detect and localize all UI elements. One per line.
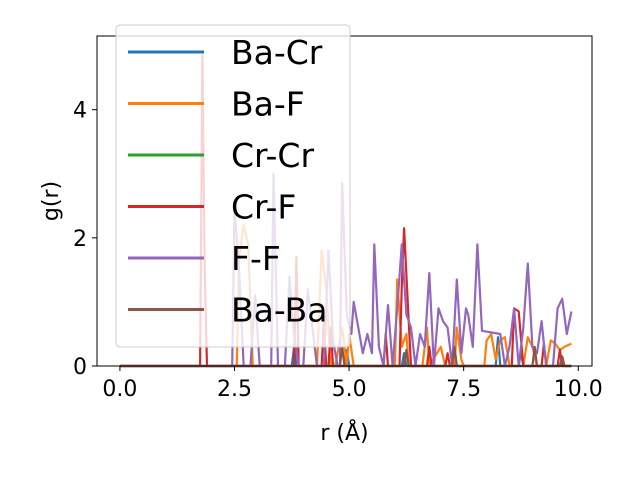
legend-frame xyxy=(115,24,351,348)
legend-label-ba-ba: Ba-Ba xyxy=(231,291,327,330)
legend-label-cr-f: Cr-F xyxy=(231,188,296,227)
legend-label-cr-cr: Cr-Cr xyxy=(231,136,314,175)
ticks-layer: 0.0 2.5 5.0 7.5 10.0 0 2 4 xyxy=(73,99,603,402)
x-tick-label: 5.0 xyxy=(332,377,367,402)
x-axis-label: r (Å) xyxy=(320,419,368,446)
x-tick-label: 10.0 xyxy=(554,377,603,402)
x-tick-label: 7.5 xyxy=(446,377,481,402)
x-tick-label: 0.0 xyxy=(102,377,137,402)
legend-label-ba-cr: Ba-Cr xyxy=(231,33,323,72)
y-tick-label: 0 xyxy=(73,355,87,380)
x-tick-label: 2.5 xyxy=(217,377,252,402)
series-line-ba-ba xyxy=(119,345,572,368)
y-tick-label: 2 xyxy=(73,227,87,252)
y-axis-label: g(r) xyxy=(39,181,64,221)
legend-label-f-f: F-F xyxy=(231,239,281,278)
legend-items: Ba-Cr Ba-F Cr-Cr Cr-F F-F Ba-Ba xyxy=(128,33,327,330)
legend-label-ba-f: Ba-F xyxy=(231,85,305,124)
legend: Ba-Cr Ba-F Cr-Cr Cr-F F-F Ba-Ba xyxy=(115,24,351,348)
y-tick-label: 4 xyxy=(73,99,87,124)
